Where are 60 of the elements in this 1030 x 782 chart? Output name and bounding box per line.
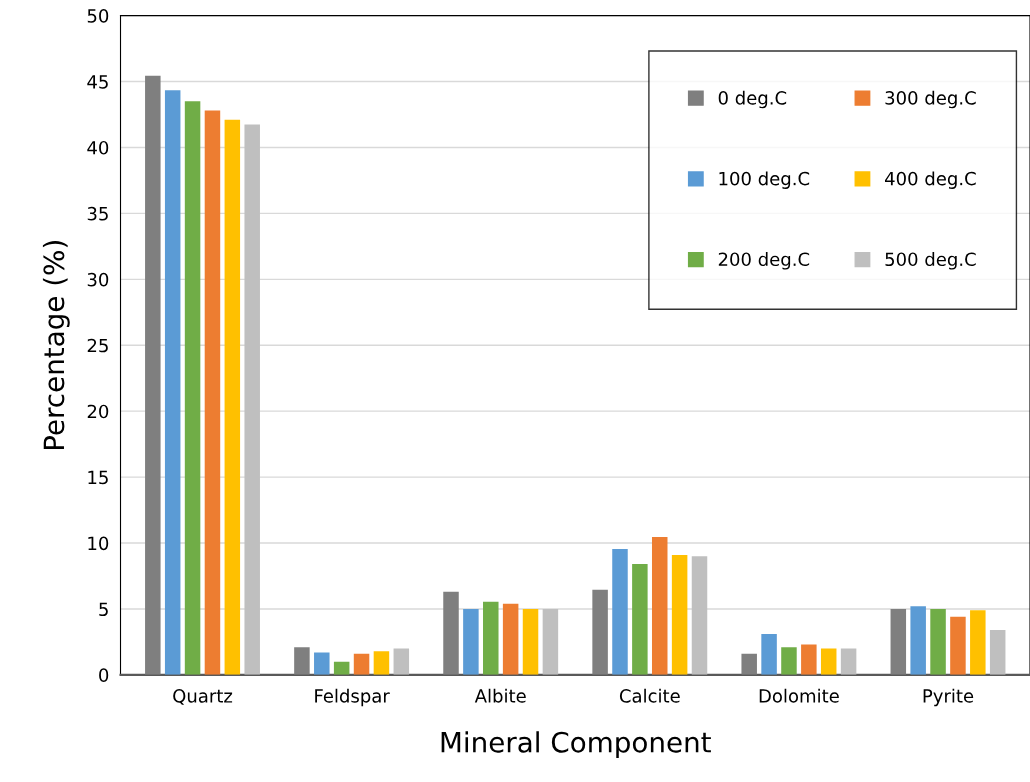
y-tick-label: 50 [87, 9, 109, 23]
bar [820, 648, 837, 675]
bar [373, 651, 390, 675]
bar [224, 119, 241, 675]
y-tick-label: 25 [87, 338, 108, 353]
bar [353, 653, 370, 675]
bar [910, 606, 926, 675]
bar [483, 601, 499, 675]
bar [612, 548, 628, 675]
y-tick-label: 20 [87, 404, 109, 419]
x-tick-label: Calcite [619, 688, 680, 703]
bar [691, 556, 708, 675]
bar [204, 110, 221, 675]
x-tick-label: Dolomite [759, 688, 839, 703]
y-tick-label: 30 [87, 272, 109, 287]
bar [443, 591, 459, 675]
bar [950, 616, 966, 675]
y-tick-label: 45 [87, 75, 108, 89]
x-tick-label: Albite [474, 688, 526, 703]
bar [522, 608, 539, 675]
bar [592, 589, 608, 675]
legend-label: 400 deg.C [885, 171, 976, 189]
bar [781, 647, 797, 675]
bar [741, 653, 757, 675]
bar [463, 608, 479, 675]
bar [145, 75, 161, 675]
legend-label: 0 deg.C [718, 90, 787, 109]
bar [244, 124, 260, 675]
y-tick-label: 0 [99, 668, 109, 682]
legend-label: 300 deg.C [885, 90, 976, 109]
y-tick-label: 10 [88, 536, 109, 551]
y-tick-label: 40 [87, 140, 109, 155]
legend-label: 200 deg.C [718, 252, 810, 270]
bar [761, 633, 777, 675]
bar [393, 648, 410, 675]
bar [970, 610, 986, 675]
x-tick-label: Feldspar [315, 688, 390, 707]
bar [989, 630, 1006, 675]
bar [801, 644, 817, 675]
bar [164, 90, 181, 675]
bar [930, 608, 946, 675]
bar [632, 564, 648, 675]
bar [184, 101, 201, 675]
bar [542, 608, 559, 675]
bar [651, 537, 668, 675]
x-tick-label: Pyrite [923, 688, 974, 707]
bar [314, 652, 330, 675]
y-tick-label: 35 [87, 206, 108, 221]
bar [294, 647, 310, 675]
bar [890, 608, 907, 675]
x-axis-title: Mineral Component [441, 731, 711, 759]
y-tick-label: 5 [99, 602, 108, 617]
bar [671, 554, 688, 675]
y-axis-title: Percentage (%) [42, 241, 70, 450]
legend-label: 500 deg.C [885, 252, 976, 270]
bar [840, 648, 857, 675]
legend-label: 100 deg.C [719, 171, 810, 189]
bar [502, 603, 519, 675]
x-tick-label: Quartz [173, 689, 233, 705]
y-tick-label: 15 [88, 470, 108, 485]
